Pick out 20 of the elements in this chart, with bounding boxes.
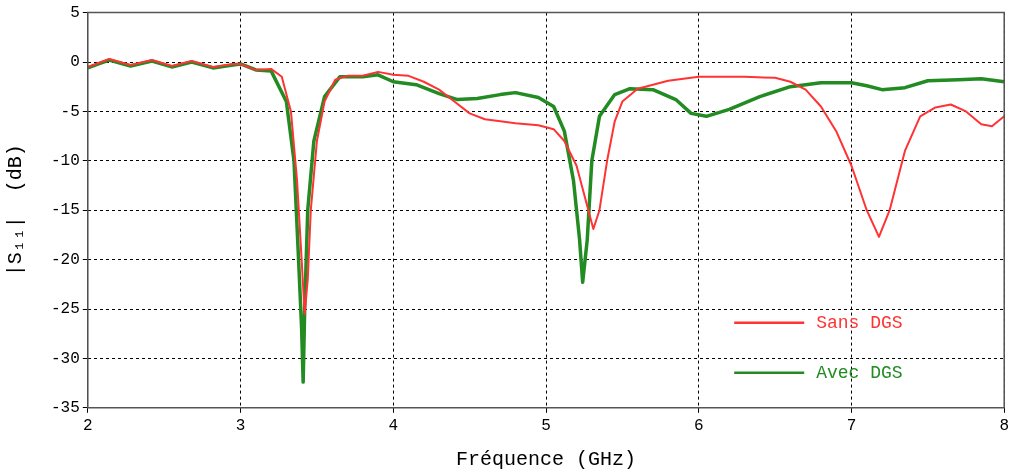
x-tick-label: 4 xyxy=(388,416,399,435)
y-axis-title: |S₁₁| (dB) xyxy=(4,144,28,277)
y-tick-label: -25 xyxy=(50,300,80,319)
legend-label: Sans DGS xyxy=(816,312,903,333)
y-tick-label: -15 xyxy=(50,201,80,220)
x-tick-label: 7 xyxy=(846,416,857,435)
y-tick-label: 0 xyxy=(70,53,80,72)
y-tick-label: -10 xyxy=(50,152,80,171)
x-tick-label: 5 xyxy=(541,416,551,435)
x-axis-title: Fréquence (GHz) xyxy=(455,448,637,472)
y-tick-label: -20 xyxy=(50,250,80,269)
y-tick-label: -35 xyxy=(50,399,80,418)
y-tick-label: -5 xyxy=(60,102,80,121)
y-tick-label: -30 xyxy=(50,349,80,368)
y-tick-label: 5 xyxy=(70,3,80,22)
legend-label: Avec DGS xyxy=(816,362,903,383)
x-tick-label: 6 xyxy=(693,416,704,435)
x-tick-label: 8 xyxy=(999,416,1009,435)
x-tick-label: 2 xyxy=(83,416,93,435)
x-tick-label: 3 xyxy=(235,416,246,435)
